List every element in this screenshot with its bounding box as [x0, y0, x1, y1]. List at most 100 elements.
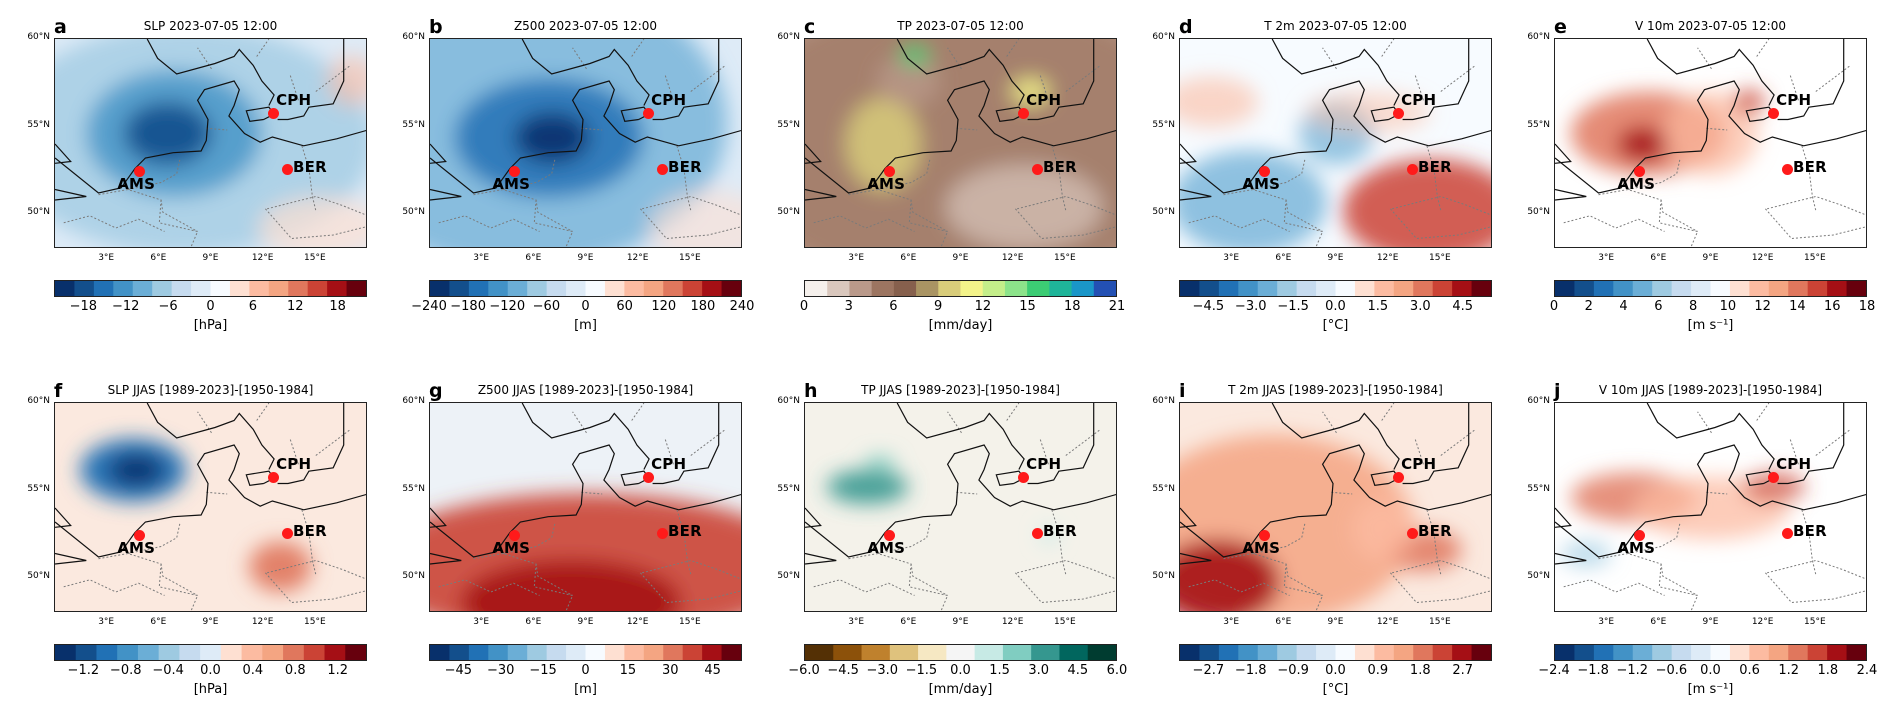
colorbar-swatch	[982, 281, 1006, 296]
country-border	[676, 145, 692, 211]
country-border	[1815, 64, 1851, 92]
map-area	[804, 38, 1117, 248]
colorbar-tick-label: −1.5	[1277, 299, 1309, 314]
field-anomaly	[1039, 526, 1059, 544]
colorbar-tick-label: 3.0	[1409, 299, 1431, 314]
country-border	[438, 579, 540, 596]
colorbar-tick-label: 18	[1858, 299, 1876, 314]
lon-tick-label: 3°E	[1223, 253, 1240, 263]
colorbar-swatch	[1710, 645, 1731, 660]
colorbar-tick-label: −15	[529, 663, 557, 678]
colorbar-tick-label: 6.0	[1106, 663, 1128, 678]
panel-letter: a	[54, 16, 67, 38]
colorbar-swatch	[721, 281, 742, 296]
colorbar-svg	[805, 281, 1117, 296]
coastline	[1555, 444, 1866, 558]
country-border	[690, 428, 726, 456]
lon-tick-label: 9°E	[1702, 617, 1719, 627]
country-border	[1789, 437, 1799, 465]
colorbar-swatch	[1004, 281, 1028, 296]
coastline	[55, 188, 87, 201]
colorbar-tick-label: 18	[1064, 299, 1081, 314]
country-border	[1331, 491, 1353, 495]
city-label: BER	[293, 522, 327, 541]
colorbar-tick-label: −60	[532, 299, 561, 314]
coastline	[1180, 80, 1491, 194]
colorbar-swatch	[1613, 281, 1634, 296]
city-marker	[1258, 529, 1270, 541]
country-border	[1015, 208, 1116, 240]
country-border	[1414, 73, 1424, 101]
city-label: CPH	[1401, 91, 1437, 110]
panel-title: SLP 2023-07-05 12:00	[143, 19, 278, 33]
city-label: CPH	[1401, 455, 1437, 474]
colorbar-tick-label: 21	[1108, 299, 1126, 314]
city-label: CPH	[1026, 455, 1062, 474]
country-border	[1006, 403, 1020, 421]
country-border	[1440, 64, 1476, 92]
colorbar-swatch	[1059, 645, 1089, 660]
lat-tick-label: 60°N	[1527, 32, 1550, 42]
map-area	[1554, 402, 1867, 612]
colorbar-swatch	[702, 645, 723, 660]
country-border	[1414, 437, 1424, 465]
country-border	[1331, 127, 1353, 131]
city-marker	[1258, 165, 1270, 177]
colorbar-swatch	[1613, 645, 1634, 660]
map-area	[429, 38, 742, 248]
panel-letter: e	[1554, 16, 1567, 38]
map-svg	[1180, 403, 1491, 611]
colorbar-swatch	[468, 281, 489, 296]
city-marker	[1767, 471, 1779, 483]
lat-tick-label: 50°N	[27, 207, 50, 217]
colorbar-swatch	[938, 281, 961, 296]
lat-tick-label: 55°N	[1527, 119, 1550, 130]
city-label: CPH	[1026, 91, 1062, 110]
country-border	[1563, 215, 1665, 232]
country-border	[1789, 73, 1799, 101]
lat-tick-label: 50°N	[402, 571, 425, 581]
coastline	[805, 143, 822, 164]
colorbar-swatch	[1180, 281, 1200, 296]
colorbar-swatch	[1452, 645, 1473, 660]
country-border	[1765, 572, 1866, 604]
lon-tick-label: 12°E	[1751, 617, 1774, 627]
colorbar-swatch	[210, 281, 231, 296]
colorbar-swatch	[1452, 281, 1473, 296]
colorbar-tick-label: 240	[729, 299, 755, 314]
colorbar-tick-label: 4.5	[1452, 299, 1473, 314]
colorbar-swatch	[1555, 281, 1575, 296]
colorbar-tick-label: 18	[329, 299, 346, 314]
panel-h: h TP JJAS [1989-2023]-[1950-1984] 60°N 55°N…	[777, 380, 1127, 697]
colorbar-swatch	[1180, 645, 1200, 660]
lon-tick-label: 12°E	[1001, 617, 1024, 627]
lat-tick-label: 60°N	[1527, 396, 1550, 406]
lon-tick-label: 9°E	[1702, 253, 1719, 263]
colorbar-swatch	[1729, 645, 1750, 660]
city-label: BER	[1793, 522, 1827, 541]
colorbar-swatch	[849, 281, 873, 296]
lon-tick-label: 9°E	[1327, 253, 1344, 263]
country-border	[1065, 64, 1101, 92]
colorbar-swatch	[1846, 281, 1867, 296]
colorbar-swatch	[1031, 645, 1060, 660]
colorbar	[1179, 644, 1492, 661]
city-marker	[1633, 165, 1645, 177]
lat-tick-label: 55°N	[27, 483, 50, 494]
colorbar-tick-label: −6	[158, 299, 178, 314]
lat-tick-label: 60°N	[402, 396, 425, 406]
country-border	[1440, 428, 1476, 456]
colorbar-swatch	[1199, 281, 1220, 296]
colorbar-swatch	[1729, 281, 1750, 296]
lat-tick-label: 55°N	[27, 119, 50, 130]
colorbar-tick-label: 14	[1789, 299, 1806, 314]
country-border	[1563, 579, 1665, 596]
colorbar-swatch	[55, 645, 77, 660]
colorbar-swatch	[1393, 281, 1414, 296]
colorbar-swatch	[430, 645, 450, 660]
country-border	[98, 188, 198, 232]
colorbar-tick-label: −6.0	[788, 663, 820, 678]
city-marker	[656, 527, 668, 539]
colorbar-swatch	[1296, 281, 1317, 296]
colorbar-unit: [°C]	[1322, 682, 1349, 697]
